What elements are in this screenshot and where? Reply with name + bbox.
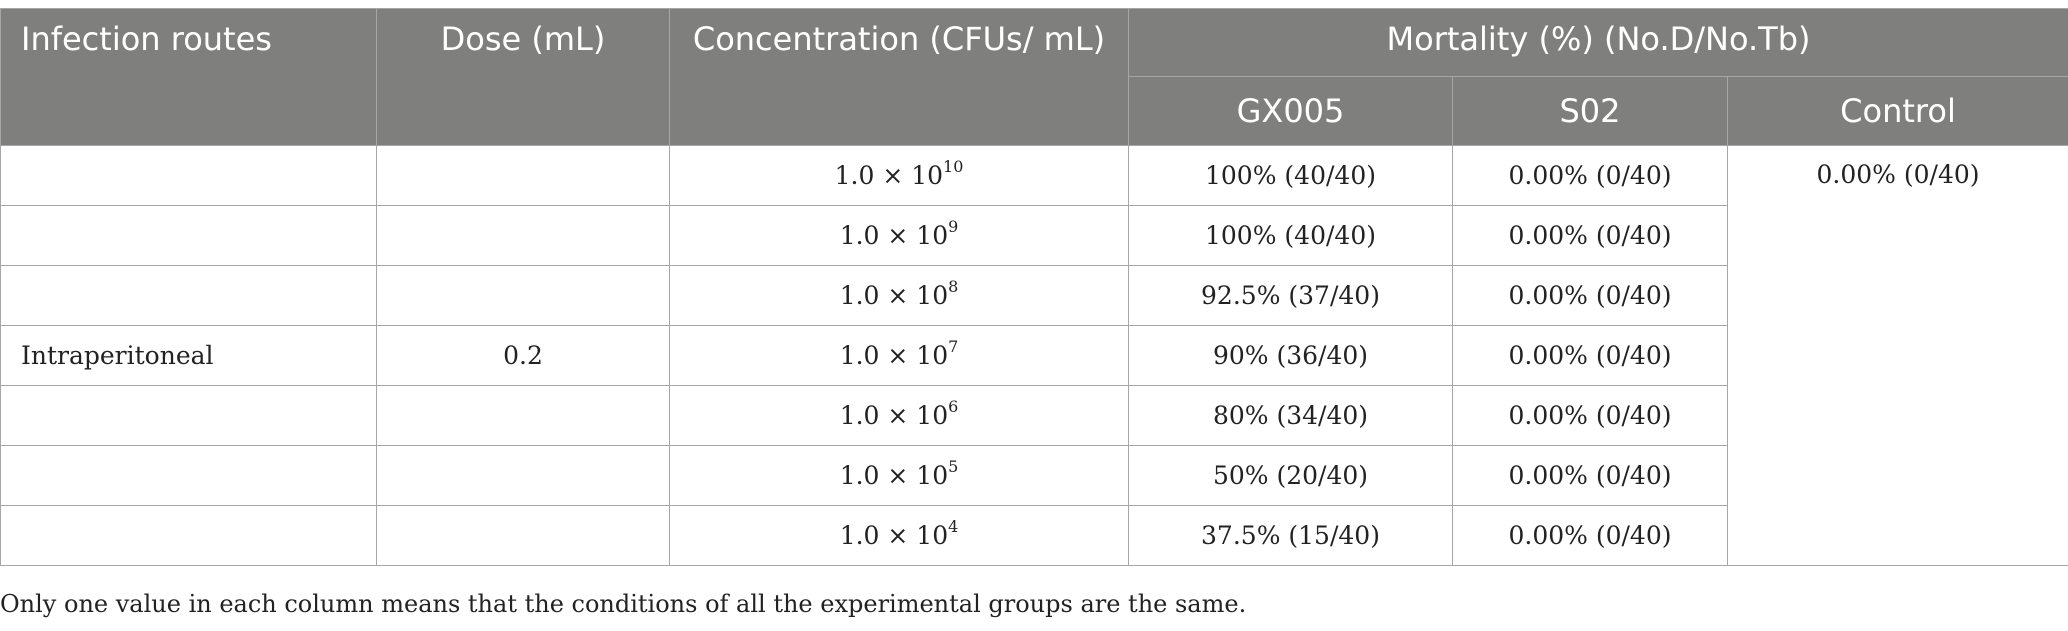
route-cell <box>0 445 377 506</box>
gx005-cell: 100% (40/40) <box>1128 205 1453 266</box>
dose-cell <box>376 445 670 506</box>
concentration-cell: 1.0 × 109 <box>669 205 1129 266</box>
s02-cell: 0.00% (0/40) <box>1452 145 1728 206</box>
gx005-cell: 100% (40/40) <box>1128 145 1453 206</box>
concentration-cell: 1.0 × 104 <box>669 505 1129 566</box>
dose-cell: 0.2 <box>376 325 670 386</box>
dose-cell <box>376 205 670 266</box>
concentration-cell: 1.0 × 108 <box>669 265 1129 326</box>
concentration-cell: 1.0 × 1010 <box>669 145 1129 206</box>
s02-cell: 0.00% (0/40) <box>1452 325 1728 386</box>
control-cell: 0.00% (0/40) <box>1726 145 2068 566</box>
gx005-cell: 90% (36/40) <box>1128 325 1453 386</box>
route-cell <box>0 145 377 206</box>
table-row: 1.0 × 1010 100% (40/40) 0.00% (0/40) 0.0… <box>0 145 2068 566</box>
header-s02: S02 <box>1452 76 1728 146</box>
route-cell <box>0 505 377 566</box>
s02-cell: 0.00% (0/40) <box>1452 205 1728 266</box>
dose-cell <box>376 145 670 206</box>
gx005-cell: 92.5% (37/40) <box>1128 265 1453 326</box>
table-row: 1.0 × 105 50% (20/40) 0.00% (0/40) <box>0 445 2068 506</box>
header-concentration: Concentration (CFUs/ mL) <box>669 8 1129 146</box>
s02-cell: 0.00% (0/40) <box>1452 385 1728 446</box>
s02-cell: 0.00% (0/40) <box>1452 505 1728 566</box>
gx005-cell: 37.5% (15/40) <box>1128 505 1453 566</box>
table-row: 1.0 × 104 37.5% (15/40) 0.00% (0/40) <box>0 505 2068 566</box>
table-row: 1.0 × 106 80% (34/40) 0.00% (0/40) <box>0 385 2068 446</box>
dose-cell <box>376 385 670 446</box>
s02-cell: 0.00% (0/40) <box>1452 265 1728 326</box>
gx005-cell: 50% (20/40) <box>1128 445 1453 506</box>
concentration-cell: 1.0 × 105 <box>669 445 1129 506</box>
header-dose: Dose (mL) <box>376 8 670 146</box>
route-cell: Intraperitoneal <box>0 325 377 386</box>
header-gx005: GX005 <box>1128 76 1453 146</box>
dose-cell <box>376 265 670 326</box>
table-row: 1.0 × 108 92.5% (37/40) 0.00% (0/40) <box>0 265 2068 326</box>
mortality-table: Infection routes Dose (mL) Concentration… <box>0 8 2068 566</box>
table-row: Intraperitoneal 0.2 1.0 × 107 90% (36/40… <box>0 325 2068 386</box>
s02-cell: 0.00% (0/40) <box>1452 445 1728 506</box>
header-mortality: Mortality (%) (No.D/No.Tb) <box>1127 8 2068 77</box>
header-infection-routes: Infection routes <box>0 8 377 146</box>
route-cell <box>0 265 377 326</box>
route-cell <box>0 385 377 446</box>
route-cell <box>0 205 377 266</box>
gx005-cell: 80% (34/40) <box>1128 385 1453 446</box>
header-control: Control <box>1726 76 2068 146</box>
table-footnote: Only one value in each column means that… <box>0 590 1247 618</box>
concentration-cell: 1.0 × 106 <box>669 385 1129 446</box>
concentration-cell: 1.0 × 107 <box>669 325 1129 386</box>
dose-cell <box>376 505 670 566</box>
